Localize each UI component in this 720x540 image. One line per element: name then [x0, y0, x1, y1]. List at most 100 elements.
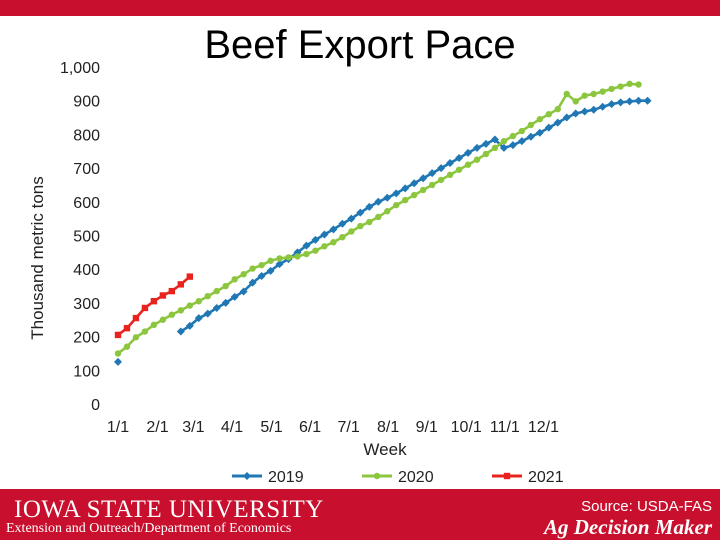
y-tick-label: 300 — [73, 296, 100, 313]
data-point-2019 — [401, 184, 410, 193]
data-point-2020 — [554, 105, 561, 113]
data-point-2020 — [186, 302, 193, 309]
data-point-2020 — [482, 150, 490, 158]
data-point-2020 — [204, 292, 211, 300]
x-axis-label: Week — [363, 440, 407, 459]
data-point-2019 — [365, 202, 374, 211]
top-accent-bar — [0, 0, 720, 16]
data-point-2019 — [446, 159, 455, 168]
data-point-2019 — [230, 292, 239, 301]
data-point-2019 — [481, 139, 490, 148]
chart-title: Beef Export Pace — [204, 23, 516, 67]
data-point-2021 — [168, 287, 176, 295]
data-point-2019 — [320, 230, 329, 239]
data-point-2020 — [375, 213, 382, 221]
data-point-2019 — [455, 153, 464, 162]
data-point-2019 — [176, 327, 185, 336]
data-point-2020 — [491, 144, 499, 152]
source-text: Source: USDA-FAS — [581, 498, 712, 515]
data-point-2019 — [311, 235, 320, 244]
data-point-2019 — [517, 137, 526, 146]
data-point-2019 — [383, 193, 392, 202]
data-point-2020 — [123, 343, 131, 350]
data-point-2021 — [159, 292, 167, 299]
data-point-2020 — [455, 166, 463, 173]
data-point-2020 — [393, 201, 400, 209]
data-point-2021 — [177, 281, 185, 288]
data-point-2020 — [330, 239, 337, 246]
data-point-2019 — [473, 143, 481, 152]
x-tick-label: 2/1 — [146, 419, 168, 436]
data-point-2019 — [625, 97, 634, 106]
data-point-2020 — [141, 328, 149, 335]
data-point-2019 — [194, 314, 203, 323]
data-point-2020 — [518, 127, 526, 135]
data-point-2019 — [114, 357, 122, 366]
data-point-2020 — [402, 196, 409, 204]
data-point-2020 — [339, 233, 346, 241]
data-point-2019 — [437, 164, 446, 173]
data-point-2021 — [132, 314, 140, 322]
data-point-2019 — [302, 241, 311, 250]
data-point-2021 — [186, 273, 193, 280]
data-point-2020 — [159, 316, 167, 323]
legend-label-2019: 2019 — [268, 469, 304, 486]
data-point-2020 — [132, 334, 140, 341]
data-point-2020 — [294, 253, 301, 260]
legend-label-2020: 2020 — [398, 469, 434, 486]
data-point-2020 — [590, 90, 597, 98]
data-point-2019 — [257, 271, 266, 280]
data-point-2020 — [464, 161, 472, 168]
data-point-2021 — [123, 324, 131, 332]
data-point-2020 — [168, 311, 176, 318]
data-point-2019 — [275, 260, 284, 269]
footer-bar — [0, 489, 720, 540]
data-point-2019 — [428, 169, 437, 178]
data-point-2020 — [366, 218, 373, 226]
data-point-2019 — [634, 96, 643, 105]
data-point-2020 — [303, 250, 310, 258]
data-point-2020 — [581, 92, 588, 99]
data-point-2019 — [553, 118, 562, 127]
data-point-2020 — [114, 350, 122, 357]
data-point-2020 — [231, 276, 238, 283]
data-point-2019 — [266, 266, 275, 275]
data-point-2021 — [141, 304, 149, 312]
data-point-2019 — [499, 143, 508, 152]
data-point-2020 — [473, 156, 481, 163]
data-point-2020 — [563, 90, 570, 98]
x-tick-label: 11/1 — [490, 419, 520, 436]
data-point-2020 — [509, 132, 517, 140]
x-tick-label: 8/1 — [377, 419, 399, 436]
data-point-2019 — [419, 174, 428, 183]
x-tick-label: 7/1 — [338, 419, 360, 436]
x-tick-label: 10/1 — [451, 419, 482, 436]
data-point-2019 — [562, 113, 571, 122]
data-point-2020 — [150, 321, 158, 329]
data-point-2019 — [203, 309, 212, 318]
data-point-2019 — [338, 219, 347, 228]
data-point-2019 — [347, 214, 356, 223]
data-point-2020 — [419, 186, 427, 194]
data-point-2019 — [185, 321, 194, 330]
x-tick-label: 4/1 — [221, 419, 243, 436]
data-point-2021 — [114, 331, 122, 339]
y-tick-label: 0 — [91, 397, 100, 414]
y-tick-label: 1,000 — [60, 60, 100, 77]
data-point-2020 — [536, 116, 544, 123]
data-point-2019 — [239, 287, 248, 296]
data-point-2020 — [608, 85, 615, 93]
data-point-2019 — [212, 303, 221, 312]
data-point-2020 — [617, 83, 624, 90]
data-point-2020 — [635, 81, 642, 88]
data-point-2020 — [384, 208, 391, 215]
department-text: Extension and Outreach/Department of Eco… — [6, 521, 292, 536]
x-tick-label: 12/1 — [528, 419, 559, 436]
data-point-2020 — [195, 298, 202, 305]
y-tick-label: 400 — [73, 262, 100, 279]
data-point-2020 — [599, 88, 606, 95]
data-point-2019 — [374, 197, 383, 206]
data-point-2020 — [177, 307, 185, 314]
data-point-2020 — [348, 228, 355, 235]
data-point-2020 — [545, 110, 552, 118]
